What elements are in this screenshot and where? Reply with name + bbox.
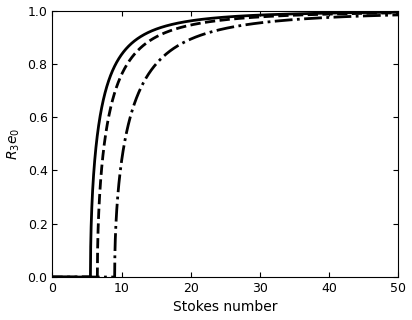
X-axis label: Stokes number: Stokes number [173,300,278,315]
Y-axis label: $R_3 e_0$: $R_3 e_0$ [5,128,22,160]
